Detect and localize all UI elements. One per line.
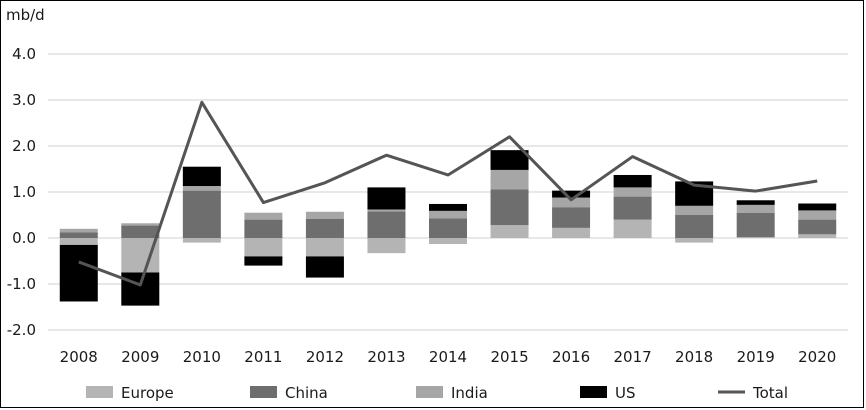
bar-us-2020 (798, 203, 837, 211)
bar-india-2017 (613, 187, 652, 197)
y-tick-label: 0.0 (12, 229, 36, 247)
bar-china-2014 (429, 218, 467, 238)
bar-europe-2010 (182, 238, 221, 243)
bar-europe-2016 (552, 227, 591, 238)
bar-india-2020 (798, 210, 837, 220)
total-line (78, 100, 818, 287)
bar-europe-2019 (736, 237, 775, 238)
bar-europe-2018 (675, 238, 714, 243)
y-tick-label: 1.0 (12, 183, 36, 201)
bar-china-2016 (552, 207, 591, 228)
bar-india-2009 (121, 223, 160, 226)
bar-india-2016 (552, 197, 591, 208)
bar-us-2011 (244, 256, 283, 266)
bar-india-2018 (675, 205, 714, 215)
legend-label-india: India (451, 384, 488, 402)
bar-us-2009 (121, 272, 160, 306)
bar-china-2009 (121, 225, 160, 238)
x-tick-label: 2009 (121, 348, 159, 366)
bar-europe-2013 (367, 238, 406, 254)
bar-china-2008 (59, 232, 98, 238)
legend: Europe China India US Total (86, 384, 788, 402)
bar-us-2013 (367, 187, 406, 210)
bar-china-2020 (798, 219, 837, 235)
bar-china-2015 (490, 189, 529, 226)
bar-india-2010 (182, 186, 221, 191)
bar-europe-2017 (613, 219, 652, 238)
bar-us-2008 (59, 244, 98, 302)
bar-india-2015 (490, 169, 529, 190)
bar-china-2010 (182, 190, 221, 238)
bar-china-2017 (613, 196, 652, 220)
y-tick-label: 4.0 (12, 45, 36, 63)
gridlines (48, 53, 848, 331)
legend-label-europe: Europe (121, 384, 174, 402)
x-tick-label: 2020 (798, 348, 836, 366)
bar-us-2012 (305, 256, 344, 278)
y-tick-label: -1.0 (7, 275, 36, 293)
bar-india-2014 (429, 210, 467, 219)
x-axis-ticks: 2008 2009 2010 2011 2012 2013 2014 2015 2016 2017… (60, 348, 837, 366)
bar-china-2018 (675, 215, 714, 238)
legend-swatch-europe (86, 386, 113, 398)
bar-us-2016 (552, 190, 591, 198)
bar-europe-2011 (244, 238, 283, 257)
x-tick-label: 2013 (367, 348, 405, 366)
bar-us-2017 (613, 174, 652, 188)
bar-us-2010 (182, 166, 221, 187)
y-axis-ticks: 4.0 3.0 2.0 1.0 0.0 -1.0 -2.0 (7, 45, 36, 339)
legend-label-total: Total (752, 384, 788, 402)
x-tick-label: 2010 (183, 348, 221, 366)
x-tick-label: 2015 (490, 348, 528, 366)
bar-china-2011 (244, 219, 283, 238)
y-tick-label: 2.0 (12, 137, 36, 155)
bar-india-2019 (736, 204, 775, 213)
bar-india-2011 (244, 212, 283, 220)
x-tick-label: 2018 (675, 348, 713, 366)
bar-europe-2012 (305, 238, 344, 257)
bar-india-2013 (367, 209, 406, 212)
bar-india-2008 (59, 228, 98, 233)
bar-europe-2015 (490, 225, 529, 238)
x-tick-label: 2016 (552, 348, 590, 366)
unit-label: mb/d (6, 6, 45, 24)
x-tick-label: 2011 (244, 348, 282, 366)
x-tick-label: 2014 (429, 348, 467, 366)
x-tick-label: 2012 (306, 348, 344, 366)
bar-stacks (59, 150, 837, 306)
legend-label-china: China (285, 384, 328, 402)
x-tick-label: 2017 (614, 348, 652, 366)
legend-swatch-china (250, 386, 277, 398)
bar-europe-2020 (798, 234, 837, 238)
bar-europe-2008 (59, 238, 98, 245)
bar-us-2015 (490, 150, 529, 170)
x-tick-label: 2008 (60, 348, 98, 366)
y-tick-label: -2.0 (7, 321, 36, 339)
bar-india-2012 (305, 211, 344, 219)
bar-china-2013 (367, 211, 406, 238)
bar-us-2014 (429, 203, 467, 211)
bar-us-2019 (736, 200, 775, 205)
legend-label-us: US (615, 384, 636, 402)
total-line-layer (78, 100, 818, 287)
bar-china-2012 (305, 218, 344, 238)
bar-europe-2014 (429, 238, 467, 244)
legend-swatch-us (580, 386, 607, 398)
y-tick-label: 3.0 (12, 91, 36, 109)
x-tick-label: 2019 (737, 348, 775, 366)
bar-china-2019 (736, 212, 775, 238)
legend-swatch-india (416, 386, 443, 398)
